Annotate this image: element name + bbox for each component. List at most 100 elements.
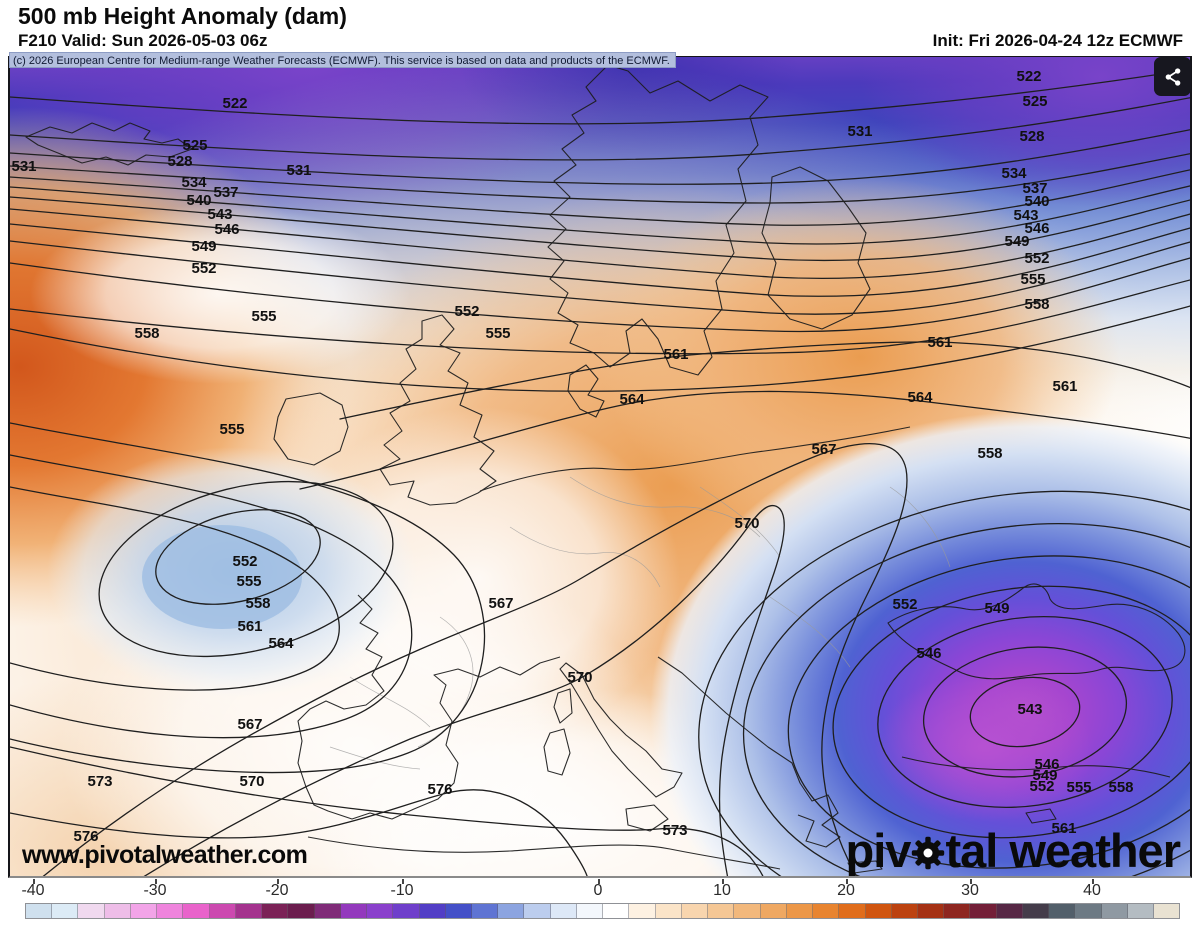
contour-lines [10, 68, 1190, 876]
contour-label: 540 [1024, 193, 1049, 210]
tick-label: -20 [265, 882, 289, 899]
tick-mark [970, 879, 972, 884]
colorbar-cell [78, 904, 105, 918]
colorbar-cell [708, 904, 735, 918]
colorbar-cell [865, 904, 892, 918]
colorbar-cell [996, 904, 1023, 918]
contour-label: 555 [1066, 779, 1091, 796]
contour-label: 561 [237, 618, 262, 635]
page-title: 500 mb Height Anomaly (dam) [18, 3, 347, 29]
contour-label: 555 [219, 421, 244, 438]
colorbar-cell [1154, 904, 1180, 918]
colorbar-cell [314, 904, 341, 918]
tick-label: -30 [143, 882, 167, 899]
valid-time-label: F210 Valid: Sun 2026-05-03 06z [18, 31, 268, 50]
brand-text-right: tal weather [945, 824, 1181, 877]
contour-label: 549 [1004, 233, 1029, 250]
brand-watermark: piv tal weather [846, 824, 1181, 877]
contour-label: 537 [1022, 180, 1047, 197]
contour-label: 543 [1017, 701, 1042, 718]
share-icon [1165, 67, 1180, 86]
contour-label: 534 [1001, 165, 1027, 182]
colorbar [25, 903, 1180, 919]
contour-label: 522 [1016, 68, 1041, 85]
colorbar-cell [813, 904, 840, 918]
contour-label: 546 [214, 221, 239, 238]
tick-mark [277, 879, 279, 884]
colorbar-cell [891, 904, 918, 918]
contour-label: 564 [619, 391, 645, 408]
colorbar-cell [209, 904, 236, 918]
contour-label: 546 [1024, 220, 1049, 237]
colorbar-cell [524, 904, 551, 918]
colorbar-cell [340, 904, 368, 918]
colorbar-cell [183, 904, 210, 918]
contour-label: 558 [134, 325, 159, 342]
colorbar-cell [1049, 904, 1076, 918]
contour-label: 525 [1022, 93, 1047, 110]
tick-label: 30 [961, 882, 979, 899]
contour-label: 555 [251, 308, 276, 325]
colorbar-cell [550, 904, 577, 918]
contour-label: 552 [191, 260, 216, 277]
contour-label: 552 [892, 596, 917, 613]
contour-label: 543 [207, 206, 232, 223]
colorbar-cell [839, 904, 866, 918]
contour-label: 555 [485, 325, 510, 342]
colorbar-cell [52, 904, 79, 918]
contour-label: 558 [1108, 779, 1133, 796]
colorbar-cell [367, 904, 394, 918]
share-button[interactable] [1154, 57, 1191, 96]
contour-label: 567 [811, 441, 836, 458]
colorbar-scale: -40 -30 -20 -10 0 10 20 30 40 [0, 878, 1200, 925]
contour-label: 561 [1051, 820, 1076, 837]
anomaly-map: 522 525 528 531 531 534 537 540 543 546 549 552 555 5… [8, 56, 1192, 878]
contour-label: 546 [916, 645, 941, 662]
contour-label: 549 [1032, 767, 1057, 784]
colorbar-cell [603, 904, 630, 918]
copyright-ribbon: (c) 2026 European Centre for Medium-rang… [9, 52, 676, 68]
colorbar-cell [445, 904, 472, 918]
tick-mark [33, 879, 35, 884]
colorbar-cell [471, 904, 499, 918]
admin-borders [329, 476, 951, 770]
contour-label: 567 [237, 716, 262, 733]
contour-label: 576 [427, 781, 452, 798]
contour-label: 528 [167, 153, 192, 170]
colorbar-cell [786, 904, 814, 918]
contour-label: 570 [567, 669, 592, 686]
tick-mark [402, 879, 404, 884]
colorbar-cell [26, 904, 53, 918]
contour-label: 558 [977, 445, 1002, 462]
contour-label: 564 [268, 635, 294, 652]
site-url-watermark: www.pivotalweather.com [22, 841, 308, 869]
contour-label: 525 [182, 137, 207, 154]
tick-mark [598, 879, 600, 884]
tick-mark [722, 879, 724, 884]
contour-label: 567 [488, 595, 513, 612]
colorbar-cell [235, 904, 263, 918]
colorbar-cell [1075, 904, 1102, 918]
contour-label: 543 [1013, 207, 1038, 224]
colorbar-cell [1022, 904, 1050, 918]
colorbar-cell [104, 904, 131, 918]
contour-label: 534 [181, 174, 207, 191]
contour-label: 564 [907, 389, 933, 406]
tick-label: 10 [713, 882, 731, 899]
contour-label: 552 [454, 303, 479, 320]
contour-label: 522 [222, 95, 247, 112]
contour-label: 552 [1029, 778, 1054, 795]
colorbar-cell [917, 904, 945, 918]
contour-label: 561 [1052, 378, 1077, 395]
colorbar-cell [419, 904, 446, 918]
colorbar-cell [498, 904, 525, 918]
colorbar-cell [576, 904, 604, 918]
contour-label: 576 [73, 828, 98, 845]
contour-label: 531 [847, 123, 872, 140]
colorbar-cell [944, 904, 971, 918]
contour-label: 549 [191, 238, 216, 255]
contour-label: 540 [186, 192, 211, 209]
colorbar-cell [760, 904, 787, 918]
contour-label: 537 [213, 184, 238, 201]
